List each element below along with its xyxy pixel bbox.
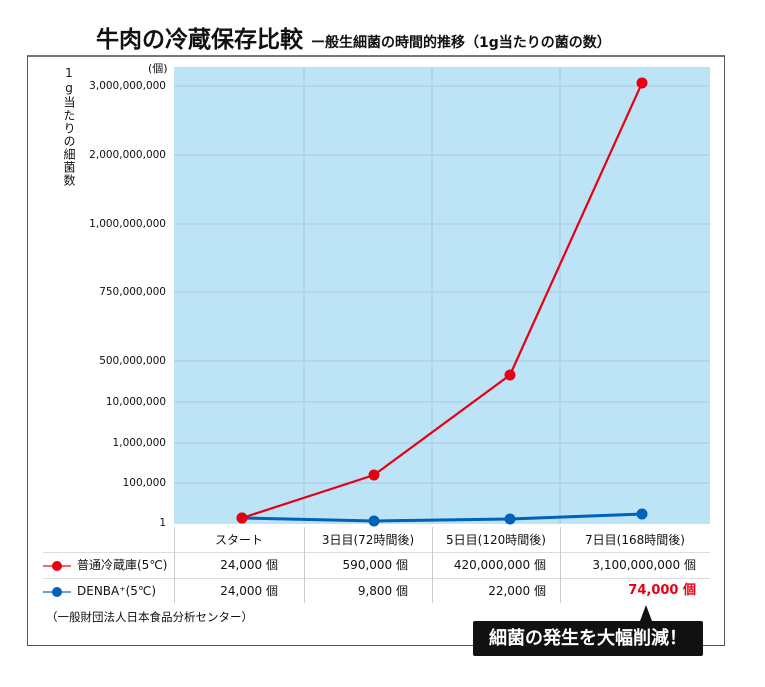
value-cell: 590,000 個 (342, 558, 408, 572)
title-sub: ー般生細菌の時間的推移（1g当たりの菌の数） (311, 35, 611, 51)
header-day7: 7日目(168時間後) (585, 533, 685, 547)
gridlines (174, 67, 710, 524)
y-tick-label: 1 (159, 517, 166, 529)
table-divider (43, 552, 710, 553)
y-tick-label: 750,000,000 (99, 286, 166, 298)
value-cell: 24,000 個 (220, 558, 278, 572)
y-tick-label: 3,000,000,000 (89, 80, 166, 92)
value-cell: 22,000 個 (488, 584, 546, 598)
y-tick-label: 100,000 (122, 477, 166, 489)
title-main: 牛肉の冷蔵保存比較 (96, 27, 303, 53)
legend-normal-fridge: 普通冷蔵庫(5℃) (43, 552, 174, 578)
y-tick-label: 500,000,000 (99, 355, 166, 367)
table-vdivider (560, 527, 561, 603)
value-cell: 24,000 個 (220, 584, 278, 598)
value-cell: 3,100,000,000 個 (592, 558, 696, 572)
table-vdivider (304, 527, 305, 603)
legend-denba: DENBA⁺(5℃) (43, 578, 174, 604)
red-marker-icon (43, 560, 71, 571)
table-vdivider (432, 527, 433, 603)
table-header-row: スタート 3日目(72時間後) 5日目(120時間後) 7日目(168時間後) (43, 527, 710, 553)
blue-marker-icon (43, 586, 71, 597)
highlighted-value-cell: 74,000 個 (628, 583, 696, 598)
callout-pointer (640, 605, 652, 621)
y-tick-label: 2,000,000,000 (89, 149, 166, 161)
y-axis-unit: (個) (148, 62, 168, 75)
table-row-denba: DENBA⁺(5℃) 24,000 個 9,800 個 22,000 個 74,… (43, 578, 710, 604)
table-row-normal-fridge: 普通冷蔵庫(5℃) 24,000 個 590,000 個 420,000,000… (43, 552, 710, 578)
series-lines (236, 77, 648, 527)
value-cell: 9,800 個 (357, 584, 408, 598)
value-cell: 420,000,000 個 (453, 558, 546, 572)
source-note: （一般財団法人日本食品分析センター） (46, 610, 253, 624)
table-vdivider (174, 527, 175, 603)
header-day5: 5日目(120時間後) (446, 533, 546, 547)
chart-frame (27, 55, 725, 646)
y-axis-label: 1g当たりの細菌数 (62, 66, 76, 187)
callout-badge: 細菌の発生を大幅削減！ (473, 621, 703, 656)
header-day3: 3日目(72時間後) (321, 533, 415, 547)
header-start: スタート (214, 533, 263, 547)
y-tick-label: 1,000,000,000 (89, 218, 166, 230)
legend-label: 普通冷蔵庫(5℃) (77, 558, 168, 572)
y-tick-label: 1,000,000 (112, 437, 166, 449)
table-divider (43, 578, 710, 579)
legend-label: DENBA⁺(5℃) (77, 584, 157, 598)
plot-background (174, 67, 710, 524)
chart-title: 牛肉の冷蔵保存比較 ー般生細菌の時間的推移（1g当たりの菌の数） (96, 20, 611, 54)
y-tick-label: 10,000,000 (105, 396, 166, 408)
